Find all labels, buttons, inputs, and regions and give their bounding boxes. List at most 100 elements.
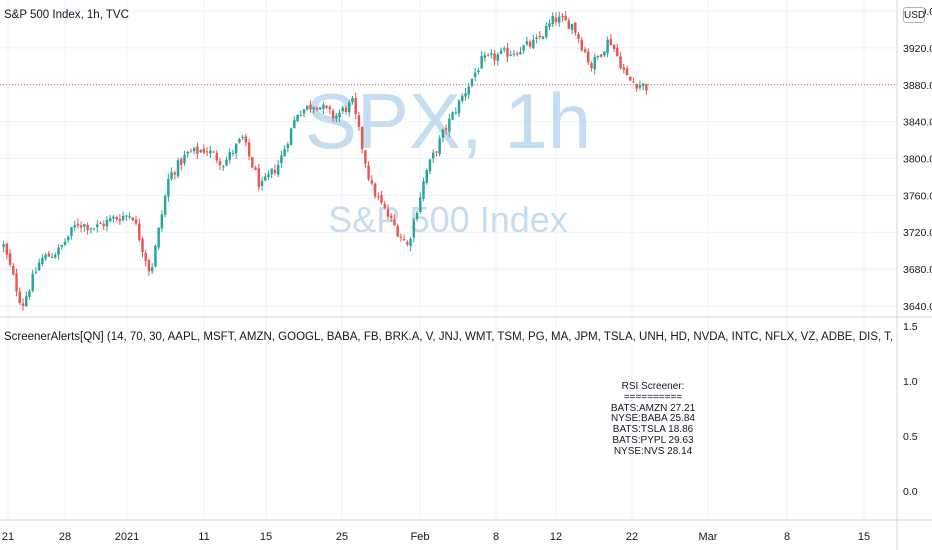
- candle: [383, 200, 386, 210]
- candle: [335, 112, 338, 123]
- candle: [241, 134, 244, 140]
- symbol-title[interactable]: S&P 500 Index, 1h, TVC: [4, 9, 129, 21]
- candle: [28, 288, 31, 300]
- candle: [47, 251, 51, 257]
- candle: [577, 31, 580, 43]
- candle: [347, 100, 351, 117]
- candle: [112, 214, 115, 223]
- candle: [622, 63, 626, 74]
- candle: [548, 19, 551, 31]
- candle: [21, 298, 25, 311]
- candle: [496, 52, 500, 66]
- candle: [428, 158, 432, 175]
- time-tick-label: 2021: [115, 531, 139, 543]
- candle: [147, 258, 151, 276]
- candle: [134, 215, 138, 226]
- candle: [131, 216, 135, 222]
- candle: [438, 135, 441, 157]
- candle: [541, 35, 545, 40]
- candle: [96, 219, 99, 233]
- candle: [105, 216, 109, 232]
- candle: [296, 114, 299, 122]
- candle: [412, 217, 416, 243]
- candle: [293, 116, 296, 129]
- candle: [364, 149, 367, 169]
- candle: [461, 93, 464, 104]
- candle: [435, 150, 438, 157]
- time-tick-label: 22: [626, 531, 638, 543]
- candle: [606, 36, 609, 58]
- price-axis[interactable]: 3960.03920.03880.03840.03800.03760.03720…: [903, 6, 932, 313]
- candle: [257, 163, 261, 191]
- time-tick-label: 15: [260, 531, 272, 543]
- screener-line: ==========: [623, 391, 683, 403]
- candle: [212, 150, 215, 153]
- candle: [251, 156, 254, 169]
- candle: [570, 23, 574, 35]
- candle: [238, 137, 241, 144]
- candle: [225, 156, 228, 167]
- candle: [79, 221, 83, 233]
- candle: [157, 227, 160, 251]
- price-tick-label: 3680.0: [903, 264, 932, 276]
- candle: [173, 170, 177, 180]
- candle: [619, 51, 622, 70]
- time-tick-label: 15: [858, 531, 870, 543]
- candle: [467, 82, 470, 100]
- candle: [567, 17, 571, 30]
- candle: [44, 252, 47, 261]
- candle: [561, 13, 564, 22]
- candle: [380, 190, 383, 205]
- candle: [76, 218, 80, 229]
- time-tick-label: 25: [336, 531, 348, 543]
- candle: [603, 51, 606, 58]
- candle: [386, 204, 390, 220]
- price-tick-label: 3920.0: [903, 43, 932, 55]
- candle: [480, 51, 483, 69]
- candle: [464, 88, 467, 101]
- candle: [37, 258, 41, 272]
- candle: [457, 99, 461, 117]
- candle: [267, 170, 270, 180]
- currency-badge[interactable]: USD: [903, 7, 925, 23]
- candle: [73, 220, 76, 232]
- price-tick-label: 3800.0: [903, 154, 932, 166]
- candle: [503, 45, 506, 53]
- candle: [312, 106, 315, 114]
- candle: [454, 107, 458, 115]
- candle: [260, 176, 264, 191]
- candle: [70, 226, 73, 240]
- time-axis[interactable]: 21 28 2021 11 15 25 Feb 8 12 22 Mar 8 15: [2, 531, 870, 543]
- candle: [441, 128, 445, 143]
- candle: [8, 249, 12, 267]
- candle: [125, 214, 128, 221]
- candle: [247, 138, 251, 161]
- symbol-watermark: SPX, 1h S&P 500 Index: [305, 77, 591, 240]
- candle: [451, 111, 454, 121]
- rsi-screener-box: RSI Screener: ========== BATS:AMZN 27.21 NY…: [580, 381, 726, 458]
- candle: [18, 287, 21, 306]
- indicator-title[interactable]: ScreenerAlerts[QN] (14, 70, 30, AAPL, MS…: [4, 331, 894, 343]
- candle: [522, 44, 525, 55]
- candle: [189, 148, 193, 153]
- indicator-axis[interactable]: 1.5 1.0 0.5 0.0: [903, 321, 918, 498]
- screener-line: NYSE:NVS 28.14: [613, 445, 693, 457]
- time-tick-label: 28: [59, 531, 71, 543]
- candle: [609, 34, 613, 46]
- candle: [354, 92, 357, 120]
- candle: [377, 192, 380, 201]
- candle: [596, 55, 600, 60]
- candle: [625, 65, 629, 76]
- candle: [205, 147, 209, 157]
- candle: [593, 53, 596, 75]
- candle: [92, 228, 96, 231]
- candle: [338, 109, 341, 123]
- candle: [486, 52, 490, 57]
- candle: [186, 150, 189, 158]
- candle: [167, 173, 170, 202]
- candle: [328, 104, 332, 115]
- candle: [406, 240, 409, 247]
- candle: [276, 159, 280, 178]
